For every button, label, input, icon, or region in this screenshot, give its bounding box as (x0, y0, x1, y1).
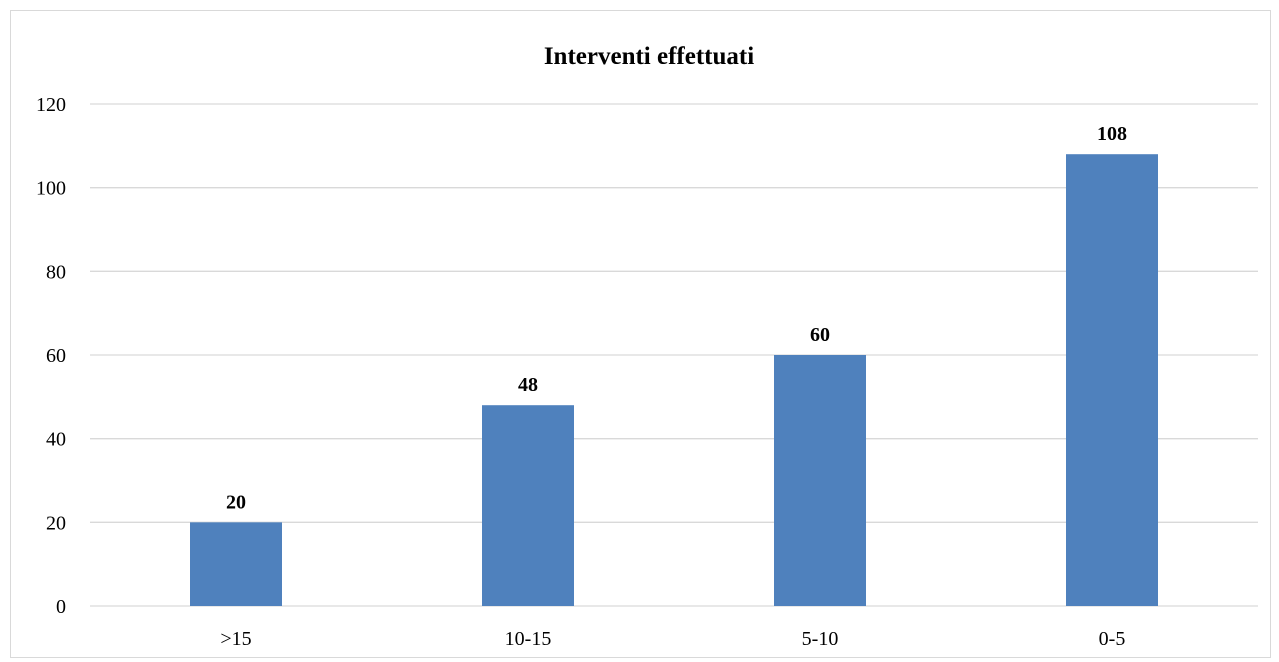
bars: 20 48 60 108 (190, 123, 1158, 606)
data-label: 60 (810, 324, 830, 346)
bar (1066, 154, 1158, 606)
y-tick-label: 0 (56, 596, 66, 618)
x-axis: >15 10-15 5-10 0-5 (220, 628, 1125, 650)
y-tick-label: 20 (46, 512, 66, 534)
y-tick-label: 40 (46, 429, 66, 451)
x-tick-label: 10-15 (505, 628, 552, 650)
y-tick-label: 100 (36, 178, 66, 200)
y-axis: 0 20 40 60 80 100 120 (36, 94, 66, 618)
data-label: 48 (518, 374, 538, 396)
chart-title: Interventi effettuati (544, 43, 754, 70)
bar (774, 355, 866, 606)
x-tick-label: 5-10 (802, 628, 839, 650)
data-label: 108 (1097, 123, 1127, 145)
data-label: 20 (226, 491, 246, 513)
x-tick-label: 0-5 (1099, 628, 1126, 650)
y-tick-label: 80 (46, 261, 66, 283)
x-tick-label: >15 (220, 628, 251, 650)
bar (190, 522, 282, 606)
y-tick-label: 120 (36, 94, 66, 116)
y-tick-label: 60 (46, 345, 66, 367)
bar (482, 405, 574, 606)
